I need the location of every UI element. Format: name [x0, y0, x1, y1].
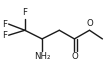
Text: O: O — [71, 52, 78, 61]
Text: F: F — [3, 31, 8, 40]
Text: F: F — [3, 20, 8, 29]
Text: F: F — [22, 8, 27, 17]
Text: O: O — [86, 19, 93, 28]
Text: NH₂: NH₂ — [34, 52, 50, 61]
